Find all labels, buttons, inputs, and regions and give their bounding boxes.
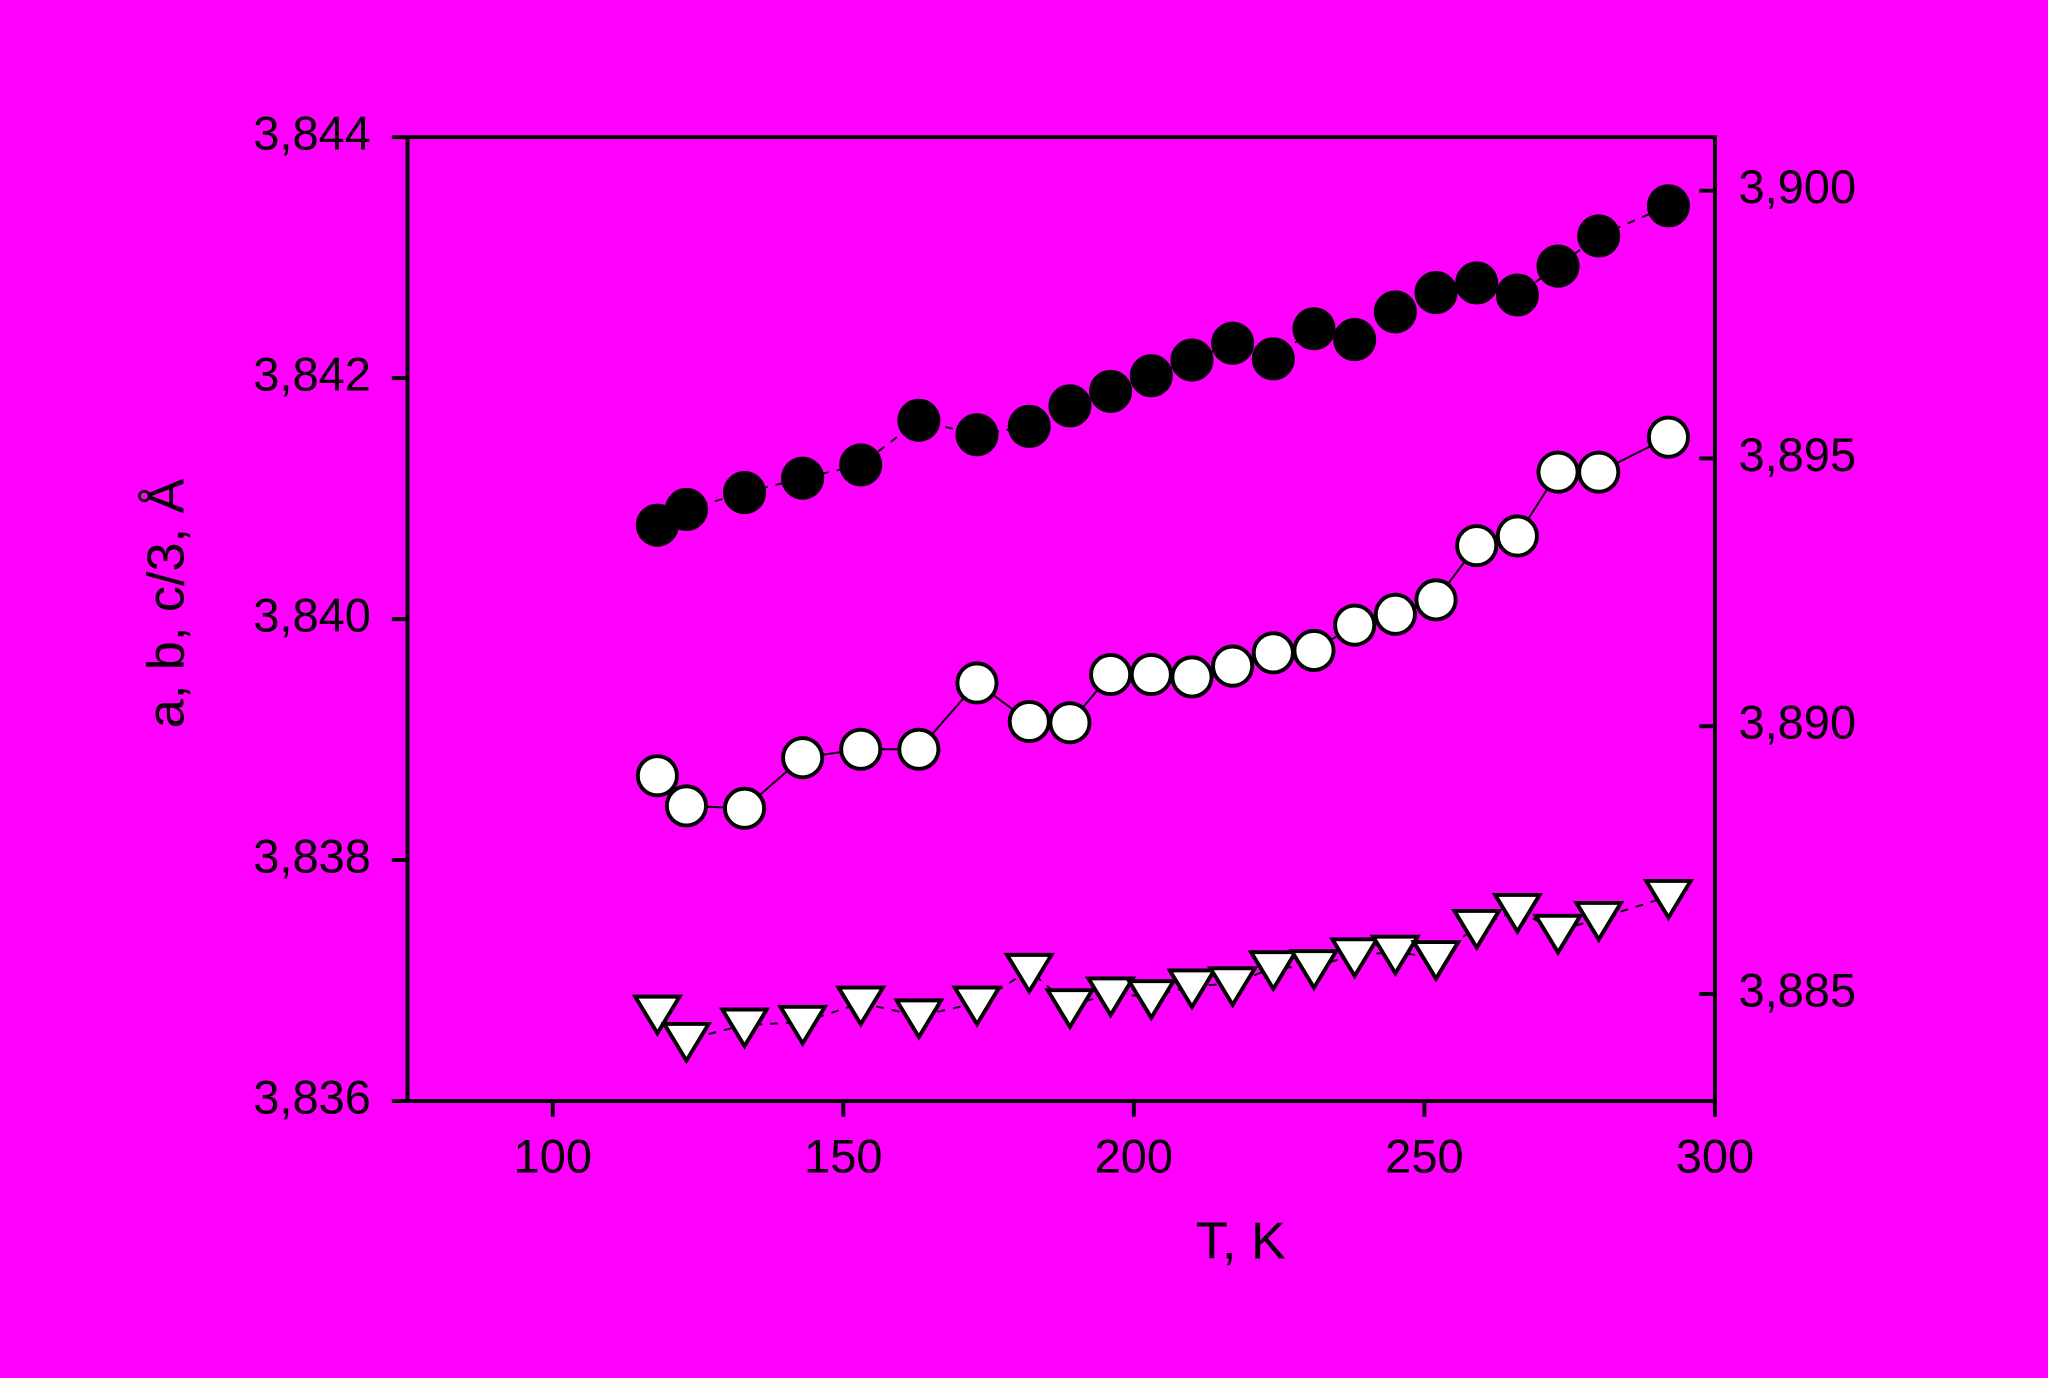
triangle-marker — [1003, 952, 1055, 996]
circle-marker — [664, 487, 708, 532]
circle-marker — [1007, 699, 1051, 744]
triangle-marker — [1206, 966, 1259, 1009]
triangle-marker — [718, 1007, 771, 1050]
circle-marker — [1646, 184, 1691, 228]
y-tick-label: 3,836 — [253, 1071, 371, 1124]
circle-marker — [1007, 404, 1051, 448]
triangle-marker — [1247, 950, 1300, 993]
x-axis-title: T, K — [1196, 1213, 1286, 1271]
circle-marker — [1292, 307, 1336, 351]
circle-marker — [897, 727, 941, 771]
y2-tick-label: 3,900 — [1738, 160, 1856, 213]
triangle-marker — [835, 985, 887, 1028]
x-tick-label: 300 — [1676, 1129, 1754, 1182]
y-axis-title: a, b, c/3, Å — [138, 478, 196, 728]
circle-marker — [1577, 450, 1621, 494]
circle-marker — [1414, 271, 1458, 315]
circle-marker — [635, 754, 679, 798]
y-tick-label: 3,840 — [253, 589, 371, 642]
triangle-marker — [1125, 979, 1177, 1022]
circle-marker — [1414, 578, 1458, 622]
triangle-marker — [1288, 949, 1340, 992]
circle-marker — [1129, 354, 1173, 398]
circle-marker — [1211, 321, 1255, 365]
circle-marker — [1495, 514, 1539, 558]
circle-marker — [1455, 261, 1499, 305]
triangle-marker — [1044, 988, 1096, 1031]
triangle-marker — [1084, 976, 1137, 1019]
y2-tick-label: 3,895 — [1738, 428, 1856, 481]
triangle-marker — [776, 1004, 829, 1048]
circle-marker — [1048, 384, 1092, 428]
x-tick-label: 100 — [514, 1129, 592, 1182]
circle-marker — [1495, 273, 1539, 317]
circle-marker — [1455, 524, 1499, 568]
triangle-marker — [1451, 909, 1503, 952]
triangle-marker — [1328, 937, 1381, 980]
circle-marker — [1170, 655, 1214, 699]
x-tick-label: 150 — [804, 1129, 882, 1182]
circle-marker — [897, 398, 941, 442]
triangle-marker — [1532, 913, 1584, 957]
circle-marker — [839, 443, 883, 487]
y-tick-label: 3,842 — [253, 348, 371, 401]
circle-marker — [1251, 337, 1295, 381]
circle-marker — [1170, 338, 1214, 382]
circle-marker — [1577, 214, 1621, 258]
triangle-marker — [1166, 968, 1218, 1011]
triangle-marker — [893, 998, 945, 1041]
triangle-marker — [951, 985, 1003, 1028]
triangle-marker — [660, 1021, 713, 1065]
circle-marker — [1373, 592, 1417, 636]
circle-marker — [839, 727, 883, 771]
circle-marker — [1048, 701, 1092, 745]
circle-marker — [1089, 369, 1133, 413]
circle-marker — [1536, 450, 1580, 494]
circle-marker — [1129, 652, 1173, 697]
circle-marker — [1333, 603, 1377, 647]
x-tick-label: 250 — [1385, 1129, 1463, 1182]
circle-marker — [955, 413, 999, 457]
circle-marker — [664, 784, 708, 828]
y2-tick-label: 3,885 — [1738, 963, 1856, 1016]
circle-marker — [722, 471, 767, 515]
x-tick-label: 200 — [1095, 1129, 1173, 1182]
circle-marker — [955, 661, 999, 705]
circle-marker — [1646, 415, 1691, 459]
circle-marker — [1536, 244, 1580, 288]
circle-marker — [1251, 631, 1295, 675]
triangle-marker — [1369, 934, 1422, 978]
circle-marker — [722, 786, 767, 830]
circle-marker — [1373, 290, 1417, 334]
circle-marker — [1333, 318, 1377, 362]
triangle-marker — [1410, 940, 1462, 983]
triangle-marker — [1491, 892, 1544, 936]
y2-tick-label: 3,890 — [1738, 696, 1856, 749]
y-tick-label: 3,838 — [253, 830, 371, 883]
circle-marker — [1211, 644, 1255, 688]
y-tick-label: 3,844 — [253, 107, 371, 160]
circle-marker — [781, 736, 825, 780]
triangle-marker — [631, 994, 684, 1038]
triangle-marker — [1573, 900, 1625, 944]
circle-marker — [781, 456, 825, 500]
triangle-marker — [1642, 879, 1695, 922]
circle-marker — [1292, 628, 1336, 673]
circle-marker — [1089, 652, 1133, 697]
